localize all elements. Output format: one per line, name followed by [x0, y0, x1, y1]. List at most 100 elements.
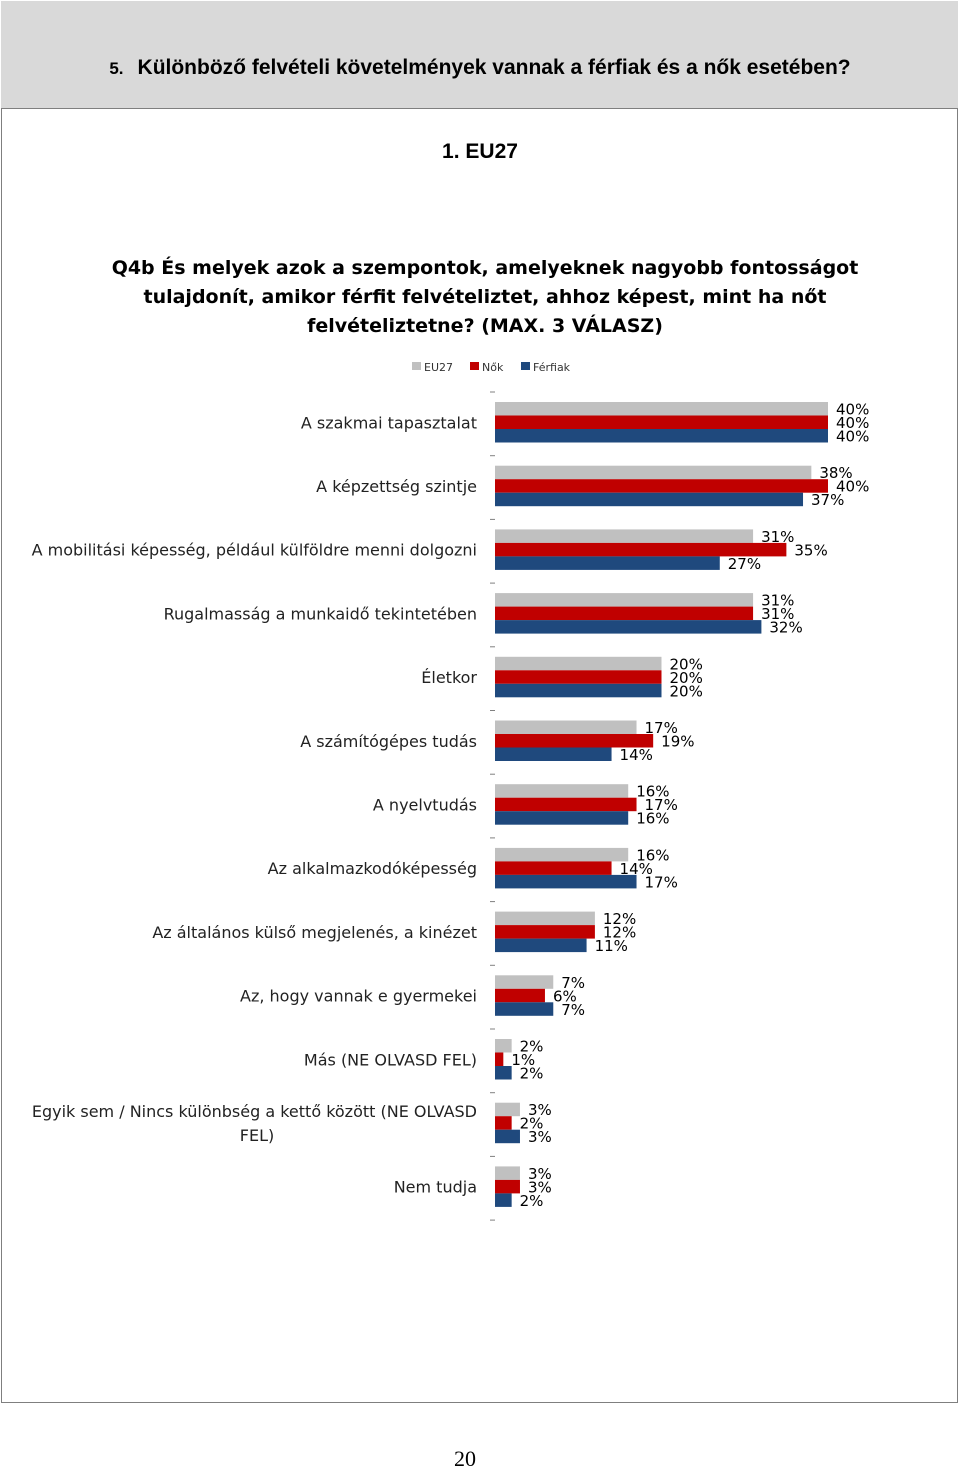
- data-label: 40%: [836, 414, 869, 432]
- chart-title-line: felvételiztetne? (MAX. 3 VÁLASZ): [307, 314, 663, 337]
- bar: [495, 720, 637, 734]
- data-label: 31%: [761, 605, 794, 623]
- bar: [495, 1116, 512, 1130]
- bar-chart: Q4b És melyek azok a szempontok, amelyek…: [32, 256, 869, 1231]
- bar: [495, 1193, 512, 1207]
- category-label: Más (NE OLVASD FEL): [304, 1050, 477, 1069]
- data-label: 6%: [553, 987, 577, 1005]
- data-label: 40%: [836, 401, 869, 419]
- bar: [495, 683, 662, 698]
- data-label: 3%: [528, 1128, 552, 1146]
- chart-title-line: Q4b És melyek azok a szempontok, amelyek…: [112, 256, 859, 279]
- data-label: 14%: [620, 860, 653, 878]
- bar: [495, 938, 587, 953]
- data-label: 17%: [645, 796, 678, 814]
- data-label: 7%: [561, 1001, 585, 1019]
- bar: [495, 847, 629, 862]
- bar: [495, 911, 595, 926]
- bar: [495, 1179, 520, 1194]
- bar: [495, 479, 828, 493]
- data-label: 38%: [819, 464, 852, 482]
- data-label: 1%: [511, 1051, 535, 1069]
- bar: [495, 1166, 520, 1180]
- category-label: Az, hogy vannak e gyermekei: [240, 987, 477, 1006]
- bar: [495, 670, 662, 684]
- bar: [495, 784, 629, 798]
- bar: [495, 975, 554, 989]
- category-label: Rugalmasság a munkaidő tekintetében: [164, 604, 477, 623]
- data-label: 2%: [520, 1065, 544, 1083]
- category-label: Nem tudja: [394, 1178, 477, 1197]
- legend-swatch: [521, 362, 530, 370]
- bar: [495, 556, 720, 570]
- category-label: FEL): [240, 1126, 274, 1145]
- data-label: 31%: [761, 592, 794, 610]
- legend-swatch: [412, 362, 421, 370]
- bar: [495, 1039, 512, 1053]
- data-label: 12%: [603, 924, 636, 942]
- legend-swatch: [470, 362, 479, 370]
- bar: [495, 593, 754, 607]
- header-band: [1, 1, 958, 109]
- bar: [495, 606, 754, 621]
- data-label: 2%: [520, 1192, 544, 1210]
- data-label: 40%: [836, 478, 869, 496]
- section-number: 5.: [109, 59, 124, 78]
- category-label: Az alkalmazkodóképesség: [268, 859, 477, 878]
- data-label: 3%: [528, 1178, 552, 1196]
- data-label: 17%: [645, 873, 678, 891]
- category-label: A képzettség szintje: [316, 477, 477, 496]
- bar: [495, 402, 828, 416]
- bar: [495, 620, 762, 634]
- data-label: 37%: [811, 491, 844, 509]
- chart-subheading: 1. EU27: [442, 140, 518, 163]
- bar: [495, 747, 612, 761]
- data-label: 20%: [670, 655, 703, 673]
- data-label: 2%: [520, 1115, 544, 1133]
- data-label: 12%: [603, 910, 636, 928]
- bar: [495, 1066, 512, 1080]
- bar: [495, 465, 812, 480]
- data-label: 40%: [836, 428, 869, 446]
- bar: [495, 656, 662, 671]
- bar: [495, 797, 637, 812]
- data-label: 14%: [620, 746, 653, 764]
- bar: [495, 1002, 554, 1016]
- data-label: 27%: [728, 555, 761, 573]
- category-label: A nyelvtudás: [373, 795, 477, 814]
- bar: [495, 1129, 520, 1144]
- page-title: 5. Különböző felvételi követelmények vann…: [0, 56, 960, 80]
- legend-label: Nők: [482, 361, 504, 374]
- chart-title-line: tulajdonít, amikor férfit felvételiztet,…: [143, 286, 826, 308]
- data-label: 11%: [595, 937, 628, 955]
- bar: [495, 429, 828, 443]
- page-number: 20: [454, 1446, 476, 1471]
- data-label: 19%: [661, 733, 694, 751]
- category-label: Az általános külső megjelenés, a kinézet: [152, 923, 477, 942]
- category-label: A szakmai tapasztalat: [301, 413, 477, 432]
- bar: [495, 1052, 504, 1066]
- data-label: 16%: [636, 810, 669, 828]
- data-label: 16%: [636, 783, 669, 801]
- bar: [495, 734, 654, 748]
- data-label: 31%: [761, 528, 794, 546]
- bar: [495, 1102, 520, 1117]
- bar: [495, 542, 787, 557]
- category-label: Életkor: [421, 668, 477, 687]
- data-label: 20%: [670, 669, 703, 687]
- bar: [495, 925, 595, 939]
- legend-label: Férfiak: [533, 361, 571, 374]
- data-label: 3%: [528, 1101, 552, 1119]
- category-label: Egyik sem / Nincs különbség a kettő közö…: [32, 1102, 477, 1121]
- data-label: 35%: [794, 541, 827, 559]
- bar: [495, 811, 629, 825]
- data-label: 7%: [561, 974, 585, 992]
- legend-label: EU27: [424, 361, 453, 374]
- data-label: 32%: [769, 619, 802, 637]
- bar: [495, 529, 754, 543]
- bar: [495, 861, 612, 875]
- bar: [495, 415, 828, 429]
- data-label: 2%: [520, 1038, 544, 1056]
- bar: [495, 988, 545, 1003]
- category-label: A mobilitási képesség, például külföldre…: [32, 541, 477, 560]
